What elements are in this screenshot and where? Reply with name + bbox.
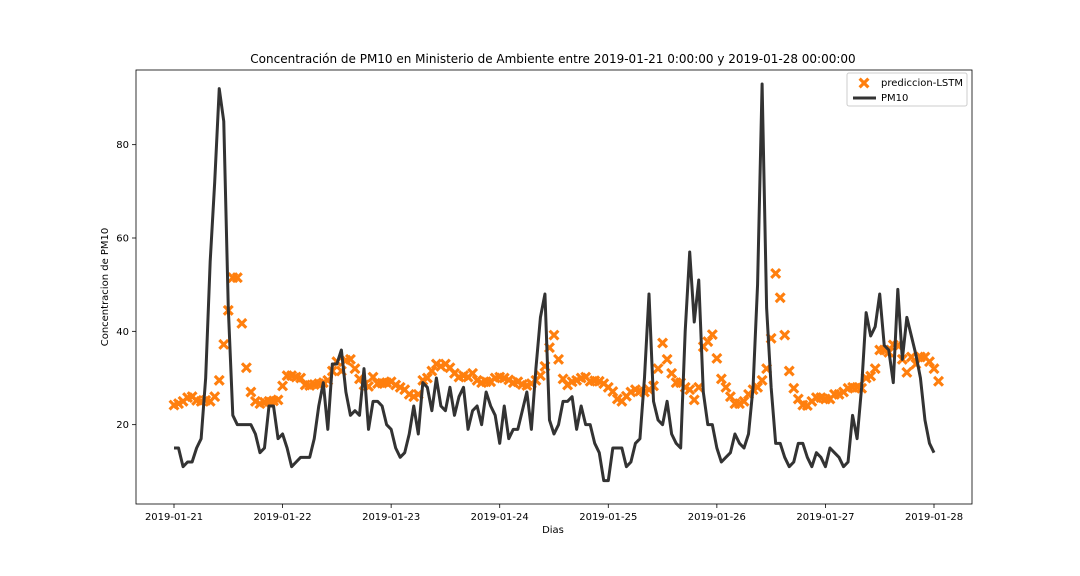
prediction-point bbox=[905, 351, 917, 363]
prediction-point bbox=[421, 372, 433, 384]
prediction-point bbox=[869, 363, 881, 375]
prediction-point bbox=[711, 352, 723, 364]
x-tick-label: 2019-01-23 bbox=[362, 512, 420, 523]
legend-label-prediccion-lstm: prediccion-LSTM bbox=[881, 78, 963, 89]
prediction-point bbox=[933, 375, 945, 387]
chart-title: Concentración de PM10 en Ministerio de A… bbox=[250, 52, 855, 66]
prediction-point bbox=[661, 353, 673, 365]
legend-frame bbox=[846, 72, 968, 107]
legend-x-marker bbox=[858, 77, 870, 89]
y-tick-label: 40 bbox=[116, 327, 129, 338]
x-tick-label: 2019-01-26 bbox=[688, 512, 746, 523]
x-tick-label: 2019-01-25 bbox=[579, 512, 637, 523]
prediction-point bbox=[277, 380, 289, 392]
pm10-line bbox=[174, 82, 936, 483]
prediction-point bbox=[231, 272, 243, 284]
prediction-point bbox=[657, 337, 669, 349]
prediction-point bbox=[272, 394, 284, 406]
prediction-point bbox=[783, 365, 795, 377]
prediction-point bbox=[548, 329, 560, 341]
x-tick-label: 2019-01-22 bbox=[254, 512, 312, 523]
y-tick-label: 60 bbox=[116, 234, 129, 245]
x-tick-label: 2019-01-21 bbox=[145, 512, 203, 523]
plot-area bbox=[168, 82, 945, 483]
prediction-point bbox=[245, 386, 257, 398]
prediction-point bbox=[752, 381, 764, 393]
prediction-point bbox=[720, 381, 732, 393]
prediction-point bbox=[715, 373, 727, 385]
prediction-point bbox=[702, 336, 714, 348]
prediction-point bbox=[865, 370, 877, 382]
x-tick-label: 2019-01-28 bbox=[905, 512, 963, 523]
prediction-point bbox=[426, 365, 438, 377]
prediction-point bbox=[928, 363, 940, 375]
legend-marker-prediccion-lstm bbox=[858, 77, 870, 89]
prediction-point bbox=[467, 367, 479, 379]
x-axis-title: Dias bbox=[542, 525, 564, 536]
prediction-point bbox=[240, 362, 252, 374]
y-tick-label: 80 bbox=[116, 140, 129, 151]
prediction-point bbox=[218, 338, 230, 350]
y-tick-label: 20 bbox=[116, 420, 129, 431]
prediction-point bbox=[706, 329, 718, 341]
prediction-point bbox=[344, 353, 356, 365]
y-axis-title: Concentracion de PM10 bbox=[100, 228, 111, 347]
prediction-point bbox=[652, 363, 664, 375]
prediction-point bbox=[295, 372, 307, 384]
prediction-point bbox=[236, 317, 248, 329]
prediction-point bbox=[788, 382, 800, 394]
x-tick-label: 2019-01-24 bbox=[471, 512, 529, 523]
legend: prediccion-LSTM PM10 bbox=[846, 72, 968, 107]
prediction-point bbox=[756, 374, 768, 386]
prediction-point bbox=[779, 329, 791, 341]
prediction-point bbox=[213, 374, 225, 386]
legend-label-pm10: PM10 bbox=[881, 93, 908, 104]
axes: 2019-01-21 2019-01-22 2019-01-23 2019-01-24… bbox=[116, 69, 973, 523]
prediction-point bbox=[770, 267, 782, 279]
axes-frame bbox=[135, 69, 973, 505]
prediction-point bbox=[666, 367, 678, 379]
prediction-point bbox=[684, 384, 696, 396]
prediction-point bbox=[774, 292, 786, 304]
x-tick-label: 2019-01-27 bbox=[796, 512, 854, 523]
prediction-point bbox=[923, 356, 935, 368]
prediction-point bbox=[349, 363, 361, 375]
prediction-point bbox=[738, 395, 750, 407]
prediction-point bbox=[534, 370, 546, 382]
prediction-point bbox=[607, 386, 619, 398]
prediction-point bbox=[209, 391, 221, 403]
prediction-point bbox=[724, 391, 736, 403]
prediction-point bbox=[553, 353, 565, 365]
prediction-point bbox=[688, 394, 700, 406]
prediction-point bbox=[901, 366, 913, 378]
